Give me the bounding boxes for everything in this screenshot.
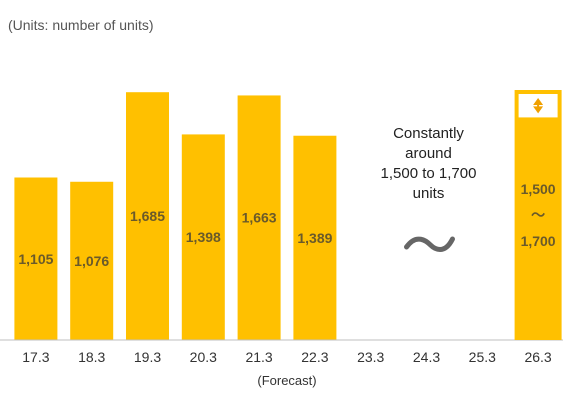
bar	[126, 92, 169, 341]
range-annotation: Constantly around 1,500 to 1,700 units	[381, 125, 477, 202]
annotation-line: units	[413, 185, 445, 202]
target-range-bar	[514, 90, 562, 340]
x-tick-label: 20.3	[190, 349, 217, 365]
bar	[14, 177, 58, 340]
annotation-line: around	[405, 145, 452, 162]
bar-value-label: 1,663	[242, 210, 277, 226]
ticks-layer: 17.3 18.3 19.3 20.3 21.3 22.3 23.3 24.3 25.3 26.3	[22, 349, 552, 365]
labels-layer: 1,105 1,076 1,685 1,398 1,663 1,389	[18, 208, 332, 269]
x-tick-label: 21.3	[245, 349, 272, 365]
x-tick-label: 24.3	[413, 349, 440, 365]
annotation-line: 1,500 to 1,700	[381, 165, 477, 182]
bars-layer	[14, 92, 337, 341]
x-tick-label: 19.3	[134, 349, 161, 365]
x-tick-label: 25.3	[469, 349, 496, 365]
bar-value-label: 1,389	[297, 230, 332, 246]
bar	[293, 135, 337, 340]
bar-value-label: 1,105	[18, 251, 53, 267]
range-label-low: 1,500	[521, 181, 556, 197]
bar-value-label: 1,398	[186, 229, 221, 245]
x-tick-label: 22.3	[301, 349, 328, 365]
x-tick-label: 26.3	[524, 349, 551, 365]
range-arrow-head-down	[533, 106, 544, 114]
range-arrow-head-up	[533, 98, 544, 105]
units-note: (Units: number of units)	[8, 17, 154, 33]
range-label-separator: ～	[531, 207, 545, 223]
bar	[181, 134, 225, 340]
x-tick-label: 17.3	[22, 349, 49, 365]
bar-value-label: 1,685	[130, 208, 165, 224]
bar	[70, 181, 114, 340]
bar	[237, 95, 281, 340]
x-tick-label: 23.3	[357, 349, 384, 365]
range-label-high: 1,700	[521, 233, 556, 249]
bar-value-label: 1,076	[74, 253, 109, 269]
tilde-mark	[404, 236, 455, 252]
x-tick-label: 18.3	[78, 349, 105, 365]
target-layer: 1,500 ～ 1,700	[514, 90, 562, 340]
forecast-note: (Forecast)	[257, 373, 316, 388]
annotation-line: Constantly	[393, 125, 464, 142]
